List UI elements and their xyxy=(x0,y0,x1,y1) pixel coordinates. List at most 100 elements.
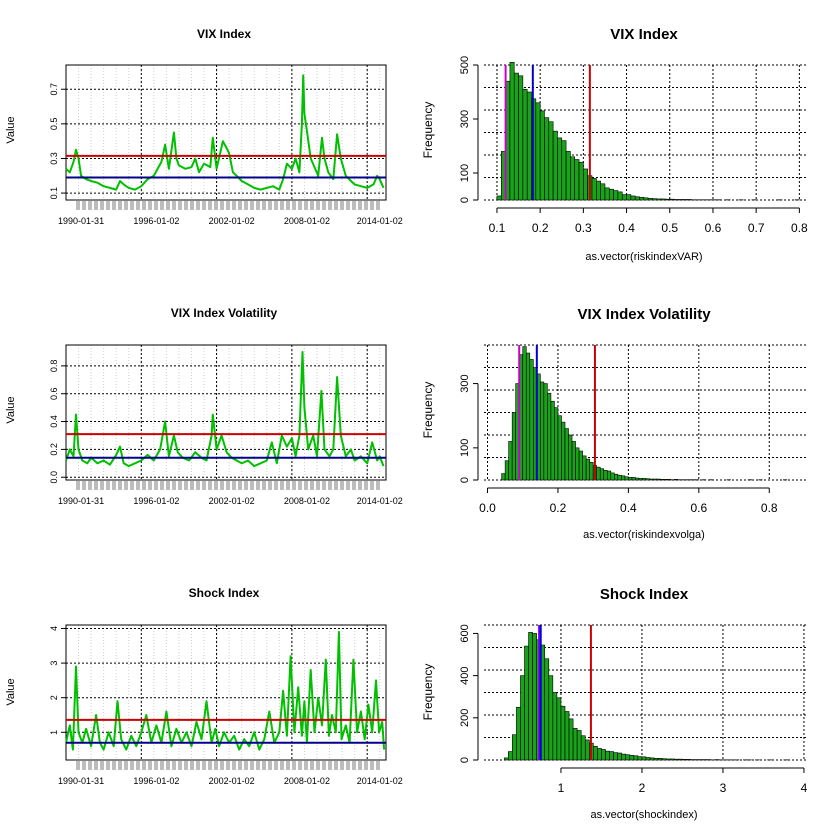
ts-x-tick-label: 1990-01-31 xyxy=(58,496,104,506)
hist-bar xyxy=(528,632,533,761)
ts-date-strip-tick xyxy=(286,481,290,490)
ts-date-strip-tick xyxy=(112,481,116,490)
ts-y-tick-label: 1 xyxy=(49,730,59,735)
ts-date-strip-tick xyxy=(166,761,170,770)
ts-date-strip-tick xyxy=(100,481,104,490)
ts-date-strip-tick xyxy=(310,761,314,770)
hist-bar xyxy=(565,151,571,201)
ts-date-strip-tick xyxy=(190,481,194,490)
hist-x-tick-label: 0.1 xyxy=(489,221,506,235)
hist-y-tick-label: 0 xyxy=(459,757,471,763)
ts-date-strip-tick xyxy=(346,201,350,210)
hist-bar xyxy=(653,758,659,761)
ts-date-strip-tick xyxy=(82,761,86,770)
hist-bar xyxy=(544,658,550,761)
hist-bar xyxy=(608,188,614,201)
ts-date-strip-tick xyxy=(196,481,200,490)
hist-bar xyxy=(570,156,576,201)
hist-bar xyxy=(597,748,602,761)
hist-bar xyxy=(613,752,618,761)
hist-bar xyxy=(591,178,597,201)
ts-date-strip-tick xyxy=(154,761,158,770)
ts-date-strip-tick xyxy=(328,201,332,210)
hist-bar xyxy=(647,198,653,201)
ts-date-strip-tick xyxy=(226,201,230,210)
hist-bar xyxy=(617,752,623,761)
hist-bar xyxy=(637,756,643,761)
hist-bar xyxy=(508,441,513,481)
ts-date-strip-tick xyxy=(142,761,146,770)
ts-date-strip-tick xyxy=(184,481,188,490)
ts-date-strip-tick xyxy=(172,481,176,490)
hist-bar xyxy=(539,110,545,201)
hist-bar xyxy=(617,474,622,481)
ts-x-tick-label: 1996-01-02 xyxy=(133,776,179,786)
hist-bar xyxy=(678,758,683,761)
hist-y-tick-label: 100 xyxy=(459,164,471,182)
ts-date-strip-tick xyxy=(238,761,242,770)
hist1-xlabel: as.vector(riskindexVAR) xyxy=(585,251,702,263)
ts-date-strip-tick xyxy=(100,761,104,770)
ts-date-strip-tick xyxy=(244,201,248,210)
hist2-xlabel: as.vector(riskindexvolga) xyxy=(583,529,705,541)
ts-date-strip-tick xyxy=(88,481,92,490)
ts-date-strip-tick xyxy=(130,481,134,490)
ts-date-strip-tick xyxy=(340,481,344,490)
ts-y-tick-label: 2 xyxy=(49,695,59,700)
hist-bar xyxy=(642,478,647,481)
hist-bar xyxy=(649,478,654,481)
hist-bar xyxy=(560,705,566,761)
hist-bar xyxy=(578,450,583,481)
hist-bar xyxy=(601,749,606,761)
ts-date-strip-tick xyxy=(136,481,140,490)
hist-bar xyxy=(657,758,663,761)
hist-bar xyxy=(669,198,675,201)
ts-date-strip-tick xyxy=(214,201,218,210)
ts-x-tick-label: 2002-01-02 xyxy=(209,776,255,786)
ts-date-strip-tick xyxy=(112,201,116,210)
hist-bar xyxy=(641,756,647,761)
hist-bar xyxy=(561,421,566,481)
hist-bar xyxy=(643,197,649,201)
ts-date-strip-tick xyxy=(160,481,164,490)
hist-bar xyxy=(617,191,623,201)
ts-y-tick-label: 0.6 xyxy=(49,387,59,400)
hist-bar xyxy=(659,479,664,481)
ts-date-strip-tick xyxy=(88,201,92,210)
ts-date-strip-tick xyxy=(292,201,296,210)
hist-bar xyxy=(674,758,679,761)
ts-date-strip-tick xyxy=(118,481,122,490)
hist-bar xyxy=(575,447,580,481)
hist-bar xyxy=(660,198,666,201)
ts-date-strip-tick xyxy=(376,481,380,490)
ts-date-strip-tick xyxy=(172,201,176,210)
hist-bar xyxy=(663,479,668,481)
ts-x-tick-label: 2014-01-02 xyxy=(357,216,403,226)
hist-bar xyxy=(669,758,675,761)
hist-bar xyxy=(571,441,576,481)
ts-x-tick-label: 2002-01-02 xyxy=(209,496,255,506)
ts-date-strip-tick xyxy=(268,201,272,210)
ts-date-strip-tick xyxy=(244,761,248,770)
ts-date-strip-tick xyxy=(106,761,110,770)
ts-date-strip-tick xyxy=(130,201,134,210)
ts-date-strip-tick xyxy=(358,201,362,210)
ts-plot-frame xyxy=(65,624,387,761)
hist-bar xyxy=(661,758,667,761)
ts-date-strip-tick xyxy=(244,481,248,490)
ts-date-strip-tick xyxy=(250,201,254,210)
ts-x-tick-label: 1996-01-02 xyxy=(133,496,179,506)
ts-y-tick-label: 3 xyxy=(49,661,59,666)
hist-bar xyxy=(580,735,586,761)
ts-date-strip-tick xyxy=(256,201,260,210)
ts-y-tick-label: 0.3 xyxy=(49,152,59,165)
hist3-ylabel: Frequency xyxy=(421,664,435,721)
hist-bar xyxy=(656,198,662,201)
hist-bar xyxy=(568,434,573,481)
hist-bar xyxy=(621,475,626,481)
hist-bar xyxy=(605,750,610,761)
ts-date-strip-tick xyxy=(178,201,182,210)
ts-date-strip-tick xyxy=(118,761,122,770)
ts-date-strip-tick xyxy=(370,481,374,490)
